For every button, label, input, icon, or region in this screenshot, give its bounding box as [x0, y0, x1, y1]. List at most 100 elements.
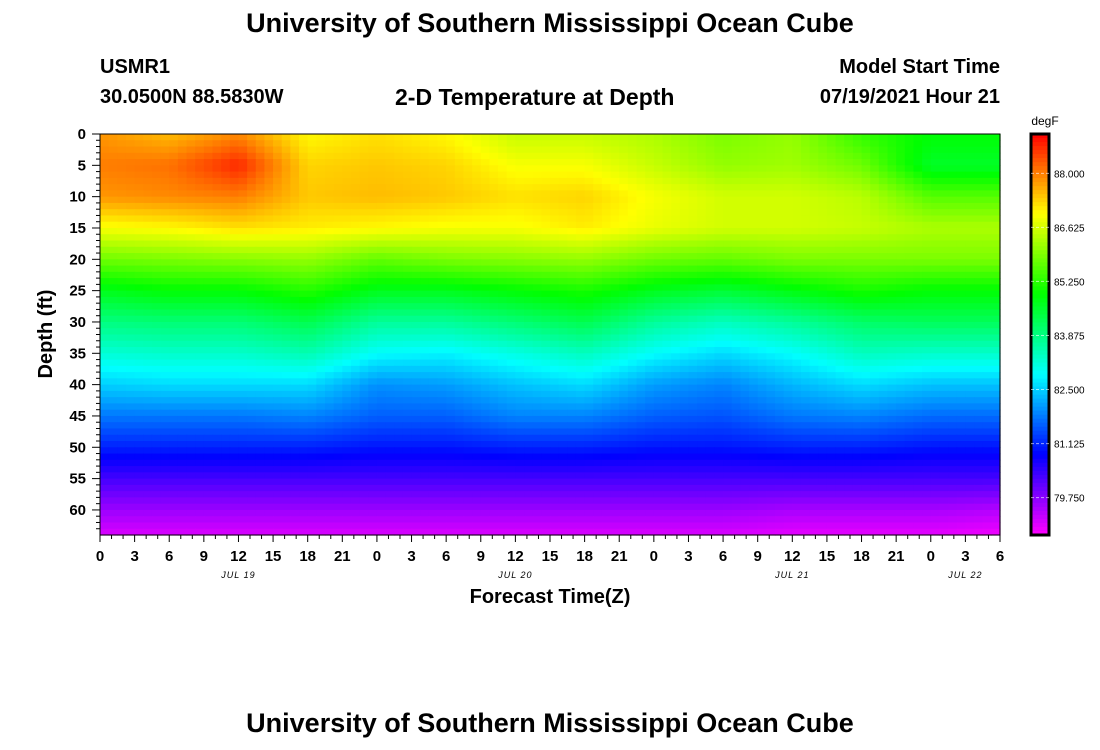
heatmap-cell [619, 321, 629, 329]
heatmap-cell [350, 347, 361, 354]
heatmap-cell [818, 134, 828, 141]
heatmap-cell [498, 359, 508, 367]
heatmap-cell [212, 177, 222, 185]
heatmap-cell [385, 415, 395, 423]
heatmap-cell [108, 428, 118, 436]
heatmap-cell [376, 259, 387, 267]
heatmap-cell [835, 159, 845, 166]
heatmap-cell [731, 227, 741, 235]
heatmap-cell [835, 359, 845, 367]
heatmap-cell [956, 415, 966, 423]
heatmap-cell [376, 422, 387, 430]
heatmap-cell [550, 372, 560, 379]
heatmap-cell [723, 347, 733, 354]
heatmap-cell [800, 303, 811, 311]
heatmap-cell [411, 403, 421, 411]
heatmap-cell [939, 152, 949, 160]
heatmap-cell [428, 265, 439, 273]
heatmap-cell [394, 303, 404, 311]
heatmap-cell [463, 303, 473, 311]
heatmap-cell [619, 315, 629, 323]
heatmap-cell [247, 309, 257, 317]
heatmap-cell [584, 303, 594, 311]
heatmap-cell [809, 259, 819, 267]
heatmap-cell [974, 409, 984, 417]
heatmap-cell [411, 334, 421, 342]
heatmap-cell [195, 315, 205, 323]
heatmap-cell [965, 328, 975, 336]
heatmap-cell [134, 152, 144, 160]
heatmap-cell [575, 340, 586, 348]
heatmap-cell [835, 196, 845, 204]
heatmap-cell [411, 328, 421, 336]
heatmap-cell [749, 227, 759, 235]
heatmap-cell [835, 171, 845, 179]
heatmap-cell [792, 234, 802, 242]
heatmap-cell [316, 296, 326, 304]
heatmap-cell [489, 384, 499, 392]
heatmap-cell [956, 390, 966, 398]
heatmap-cell [238, 253, 248, 260]
heatmap-cell [861, 234, 871, 242]
heatmap-cell [619, 240, 629, 248]
heatmap-cell [826, 397, 837, 405]
heatmap-cell [878, 334, 889, 342]
heatmap-cell [757, 140, 767, 148]
heatmap-cell [299, 309, 309, 317]
heatmap-cell [939, 309, 949, 317]
heatmap-cell [221, 347, 231, 354]
heatmap-cell [723, 409, 733, 417]
heatmap-cell [169, 271, 179, 279]
heatmap-cell [792, 271, 802, 279]
heatmap-cell [160, 359, 170, 367]
heatmap-cell [697, 284, 707, 292]
heatmap-cell [766, 221, 776, 229]
heatmap-cell [273, 152, 283, 160]
heatmap-cell [723, 202, 733, 210]
heatmap-cell [705, 227, 716, 235]
heatmap-cell [472, 177, 482, 185]
heatmap-cell [333, 422, 343, 430]
heatmap-cell [705, 347, 716, 354]
heatmap-cell [506, 221, 516, 229]
heatmap-cell [212, 397, 222, 405]
heatmap-cell [524, 202, 534, 210]
heatmap-cell [818, 403, 828, 411]
heatmap-cell [195, 278, 205, 285]
heatmap-cell [117, 202, 127, 210]
heatmap-cell [775, 152, 785, 160]
heatmap-cell [792, 309, 802, 317]
heatmap-cell [247, 409, 257, 417]
heatmap-cell [965, 303, 975, 311]
heatmap-cell [671, 340, 681, 348]
heatmap-cell [238, 159, 248, 166]
heatmap-cell [532, 184, 542, 191]
heatmap-cell [705, 196, 716, 204]
heatmap-cell [575, 353, 586, 361]
heatmap-cell [229, 240, 240, 248]
heatmap-cell [169, 290, 179, 298]
heatmap-cell [532, 309, 542, 317]
heatmap-cell [965, 422, 975, 430]
heatmap-cell [870, 134, 880, 141]
heatmap-cell [844, 334, 854, 342]
heatmap-cell [930, 184, 941, 191]
heatmap-cell [100, 353, 110, 361]
heatmap-cell [766, 415, 776, 423]
heatmap-cell [662, 359, 672, 367]
heatmap-cell [273, 403, 283, 411]
heatmap-cell [515, 397, 525, 405]
heatmap-cell [376, 140, 387, 148]
heatmap-cell [411, 359, 421, 367]
heatmap-cell [922, 202, 932, 210]
heatmap-cell [385, 315, 395, 323]
heatmap-cell [151, 196, 162, 204]
heatmap-cell [991, 234, 1001, 242]
heatmap-cell [783, 303, 793, 311]
heatmap-cell [783, 290, 793, 298]
heatmap-cell [593, 284, 603, 292]
heatmap-cell [671, 309, 681, 317]
heatmap-cell [922, 290, 932, 298]
heatmap-cell [861, 227, 871, 235]
heatmap-cell [671, 372, 681, 379]
